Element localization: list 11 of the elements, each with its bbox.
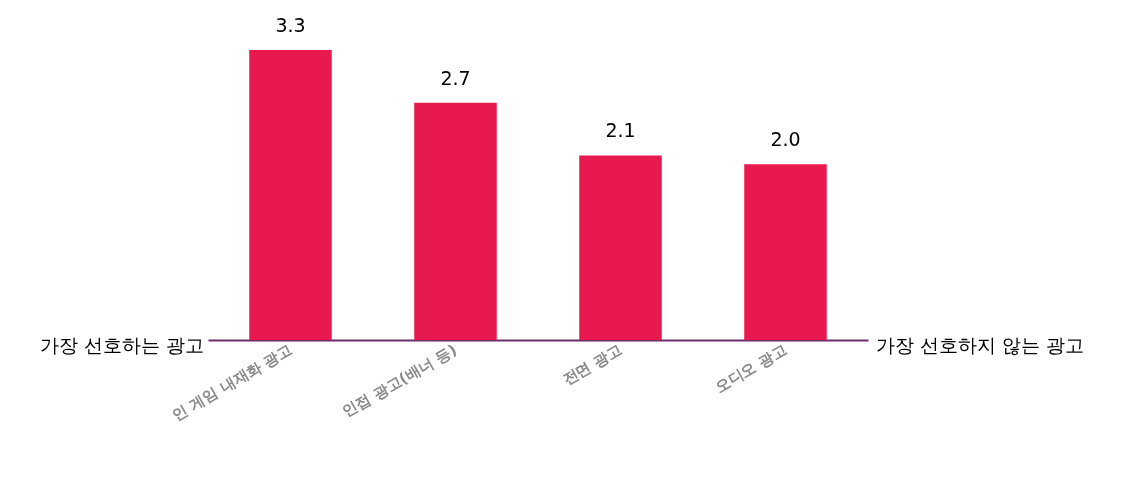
x-tick-label: 전면 광고 <box>559 340 625 389</box>
bar <box>579 155 662 340</box>
text: 가장 선호하지 않는 광고 <box>876 334 1085 356</box>
text: 가장 선호하는 광고 <box>39 334 204 356</box>
bar <box>249 50 332 340</box>
data-label: 2.0 <box>770 128 801 151</box>
data-label: 2.1 <box>605 119 636 142</box>
data-label: 2.7 <box>440 66 471 89</box>
bar <box>414 102 497 340</box>
data-label: 3.3 <box>275 14 306 36</box>
bar <box>744 164 827 340</box>
